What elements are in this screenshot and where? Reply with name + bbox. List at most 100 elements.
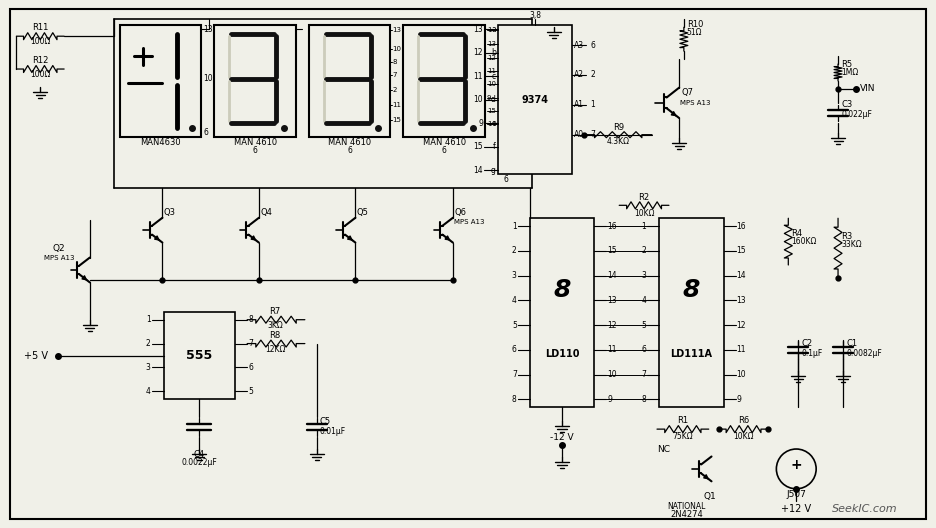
Text: 10KΩ: 10KΩ xyxy=(733,431,753,440)
Text: 13: 13 xyxy=(737,296,746,305)
Text: 1MΩ: 1MΩ xyxy=(841,68,858,77)
Text: 8: 8 xyxy=(512,395,517,404)
Text: 12: 12 xyxy=(487,54,496,61)
Text: +: + xyxy=(790,458,802,472)
Text: NATIONAL: NATIONAL xyxy=(667,502,706,511)
Text: 11: 11 xyxy=(474,72,483,81)
Text: 100Ω: 100Ω xyxy=(30,70,51,79)
Text: C3: C3 xyxy=(841,100,853,109)
Text: Q3: Q3 xyxy=(164,208,176,217)
Text: 4: 4 xyxy=(146,387,151,396)
Text: Q2: Q2 xyxy=(52,243,66,252)
Text: MPS A13: MPS A13 xyxy=(680,100,710,106)
Text: 75KΩ: 75KΩ xyxy=(673,431,694,440)
Text: LD111A: LD111A xyxy=(670,350,712,360)
Bar xyxy=(498,25,573,174)
Text: b: b xyxy=(491,48,496,57)
Text: 0.0022μF: 0.0022μF xyxy=(182,458,217,467)
Text: 12: 12 xyxy=(474,48,483,57)
Text: 4.3KΩ: 4.3KΩ xyxy=(607,137,630,146)
Text: 16: 16 xyxy=(607,222,617,231)
Text: MAN 4610: MAN 4610 xyxy=(328,138,372,147)
Text: R11: R11 xyxy=(32,23,49,32)
Text: 5: 5 xyxy=(641,320,646,329)
Text: A2: A2 xyxy=(574,71,583,80)
Text: 7: 7 xyxy=(512,370,517,379)
Text: 4: 4 xyxy=(641,296,646,305)
Text: R12: R12 xyxy=(32,55,49,64)
Text: 14: 14 xyxy=(487,121,496,127)
Text: 2: 2 xyxy=(392,87,397,93)
Text: 6: 6 xyxy=(253,146,257,155)
Text: 3,8: 3,8 xyxy=(529,11,541,20)
Text: 11: 11 xyxy=(487,68,496,74)
Text: 9374: 9374 xyxy=(521,95,548,105)
Text: R4: R4 xyxy=(791,229,802,238)
Text: 9: 9 xyxy=(487,95,491,101)
Text: C2: C2 xyxy=(801,339,812,348)
Text: 8: 8 xyxy=(682,278,700,302)
Text: 5: 5 xyxy=(512,320,517,329)
Text: 160KΩ: 160KΩ xyxy=(791,237,817,246)
Text: g: g xyxy=(491,166,496,175)
Bar xyxy=(403,25,485,137)
Text: 8: 8 xyxy=(392,59,397,65)
Text: 0.01μF: 0.01μF xyxy=(320,427,346,436)
Text: 6: 6 xyxy=(442,146,446,155)
Text: 12KΩ: 12KΩ xyxy=(265,345,285,354)
Text: 10KΩ: 10KΩ xyxy=(634,209,654,218)
Text: 0.1μF: 0.1μF xyxy=(801,349,823,358)
Text: Q4: Q4 xyxy=(260,208,272,217)
Text: 9: 9 xyxy=(607,395,612,404)
Text: R1: R1 xyxy=(678,416,688,425)
Text: MAN4630: MAN4630 xyxy=(140,138,181,147)
Text: MPS A13: MPS A13 xyxy=(454,219,485,225)
Text: c: c xyxy=(491,72,496,81)
Text: +12 V: +12 V xyxy=(782,504,812,514)
Text: SeekIC.com: SeekIC.com xyxy=(832,504,898,514)
Text: 15: 15 xyxy=(607,247,617,256)
Bar xyxy=(309,25,390,137)
Text: 9: 9 xyxy=(478,119,483,128)
Text: 10: 10 xyxy=(607,370,617,379)
Text: 6: 6 xyxy=(203,128,209,137)
Text: 6: 6 xyxy=(641,345,646,354)
Text: MAN 4610: MAN 4610 xyxy=(234,138,277,147)
Text: 100Ω: 100Ω xyxy=(30,36,51,46)
Text: 8: 8 xyxy=(641,395,646,404)
Text: 16: 16 xyxy=(737,222,746,231)
Text: 1: 1 xyxy=(591,100,595,109)
Text: 3: 3 xyxy=(146,363,151,372)
Text: 12: 12 xyxy=(737,320,746,329)
Text: 6: 6 xyxy=(512,345,517,354)
Text: A1: A1 xyxy=(574,100,583,109)
Text: 8: 8 xyxy=(553,278,571,302)
Text: 13: 13 xyxy=(474,25,483,34)
Text: R7: R7 xyxy=(270,307,281,316)
Text: Q6: Q6 xyxy=(454,208,466,217)
Bar xyxy=(214,25,296,137)
Text: d: d xyxy=(491,96,496,105)
Text: 10: 10 xyxy=(203,74,213,83)
Text: 9: 9 xyxy=(737,395,741,404)
Text: NC: NC xyxy=(657,445,670,454)
Text: 4: 4 xyxy=(512,296,517,305)
Text: 6: 6 xyxy=(248,363,253,372)
Text: 15: 15 xyxy=(737,247,746,256)
Text: 2: 2 xyxy=(146,339,151,348)
Text: R9: R9 xyxy=(613,123,623,132)
Text: f: f xyxy=(493,143,496,152)
Text: 7: 7 xyxy=(641,370,646,379)
Text: e: e xyxy=(491,119,496,128)
Text: 14: 14 xyxy=(607,271,617,280)
Text: 11: 11 xyxy=(392,102,402,108)
Text: 14: 14 xyxy=(474,166,483,175)
Text: 10: 10 xyxy=(392,45,402,52)
Text: Q1: Q1 xyxy=(704,492,716,501)
Text: C1: C1 xyxy=(846,339,857,348)
Text: Q7: Q7 xyxy=(681,88,694,97)
Text: 15: 15 xyxy=(487,108,496,114)
Bar xyxy=(659,218,724,407)
Text: 14: 14 xyxy=(737,271,746,280)
Text: 13: 13 xyxy=(203,25,213,34)
